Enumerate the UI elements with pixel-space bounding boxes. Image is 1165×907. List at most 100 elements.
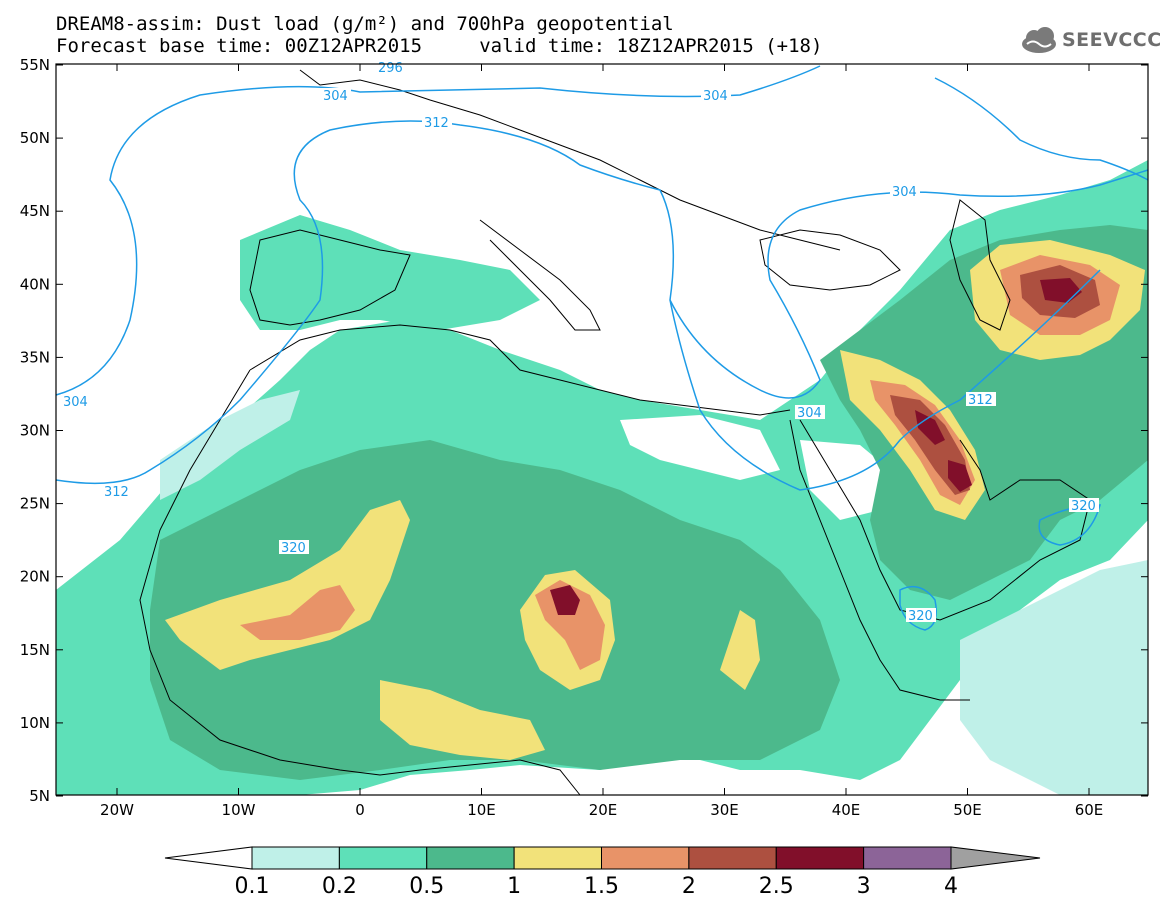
colorbar-tick-label: 4: [944, 874, 958, 899]
contour-304-ne: [934, 77, 1149, 181]
dust-region-west-sahel-yellow: [165, 500, 410, 670]
contour-312-west: [55, 120, 1101, 491]
coastlines: [139, 69, 1091, 796]
lat-label: 5N: [29, 787, 50, 805]
colorbar-tick-label: 2.5: [759, 874, 794, 899]
colorbar-segment: [338, 846, 428, 870]
dust-region-iraq-maroon: [915, 410, 945, 445]
lat-label: 25N: [20, 495, 50, 513]
contour-label-bg: [422, 115, 452, 129]
lat-label: 30N: [20, 422, 50, 440]
coast-arabia: [799, 419, 1091, 621]
coast-italy: [479, 219, 601, 331]
contour-label-296: 296: [378, 61, 403, 76]
contour-label-312: 312: [104, 485, 129, 500]
cloud-icon: [1022, 27, 1056, 53]
dust-region-central-asia-maroon: [1040, 278, 1082, 303]
lat-label: 40N: [20, 275, 50, 293]
dust-fields: [56, 160, 1148, 795]
contour-label-320: 320: [281, 541, 306, 556]
lon-label: 10E: [467, 801, 496, 819]
coast-red-sea: [789, 419, 970, 701]
logo-text: SEEVCCC: [1062, 29, 1162, 51]
contour-label-bg: [906, 608, 936, 622]
contour-label-bg: [321, 88, 351, 102]
colorbar-tick-label: 0.1: [235, 874, 270, 899]
colorbar-tick-label: 0.2: [322, 874, 357, 899]
lon-label: 10W: [222, 801, 256, 819]
colorbar-tick-label: 1.5: [584, 874, 619, 899]
contour-label-304: 304: [892, 185, 917, 200]
contour-label-bg: [61, 394, 91, 408]
dust-gap-east-africa: [960, 560, 1148, 795]
lat-label: 50N: [20, 129, 50, 147]
lon-label: 30E: [710, 801, 739, 819]
map-title: DREAM8-assim: Dust load (g/m²) and 700hP…: [56, 13, 674, 35]
colorbar-segment: [426, 846, 515, 870]
lat-label: 15N: [20, 641, 50, 659]
contour-label-bg: [701, 88, 731, 102]
contour-label-bg: [795, 405, 825, 419]
longitude-axis: 20W 10W 0 10E 20E 30E 40E 50E 60E: [100, 64, 1103, 819]
lon-label: 20W: [100, 801, 134, 819]
colorbar-tick-label: 3: [857, 874, 871, 899]
contour-label-312: 312: [424, 116, 449, 131]
colorbar: 0.1 0.2 0.5 1 1.5 2 2.5 3 4: [164, 846, 1041, 899]
lat-label: 35N: [20, 348, 50, 366]
lat-label: 10N: [20, 714, 50, 732]
coast-west-africa: [139, 369, 581, 796]
colorbar-segment: [775, 846, 865, 870]
contour-label-bg: [890, 184, 920, 198]
colorbar-segment: [601, 846, 690, 870]
latitude-axis: 55N 50N 45N 40N 35N 30N 25N 20N 15N 10N 5N: [20, 56, 1148, 805]
colorbar-segment: [863, 846, 952, 870]
contour-label-bg: [966, 392, 996, 406]
contour-label-bg: [102, 484, 132, 498]
lat-label: 45N: [20, 202, 50, 220]
coast-north-africa: [249, 324, 791, 416]
contour-label-bg: [376, 64, 404, 74]
dust-region-iberia: [240, 215, 540, 330]
lon-label: 50E: [953, 801, 982, 819]
coast-iberia: [249, 229, 411, 326]
lon-label: 20E: [589, 801, 618, 819]
coast-black-sea: [759, 229, 901, 291]
dust-region-sudan-yellow: [720, 610, 760, 690]
contour-label-304: 304: [63, 395, 88, 410]
contour-304-east: [669, 169, 1149, 399]
coast-europe: [299, 69, 841, 251]
contour-label-304: 304: [323, 89, 348, 104]
colorbar-segment: [688, 846, 777, 870]
contour-label-312: 312: [968, 393, 993, 408]
dust-region-chad-orange: [535, 580, 605, 670]
colorbar-segment: [251, 846, 340, 870]
contour-304-west: [55, 65, 821, 396]
colorbar-tick-label: 0.5: [409, 874, 444, 899]
dust-region-sahel-mid: [150, 440, 840, 780]
lon-label: 40E: [832, 801, 861, 819]
colorbar-min-arrow: [164, 846, 253, 870]
dust-gap-atlantic: [160, 390, 300, 500]
lon-label: 0: [355, 801, 365, 819]
map-frame: [55, 63, 1149, 796]
colorbar-tick-label: 2: [682, 874, 696, 899]
dust-region-mali-orange: [240, 585, 355, 640]
colorbar-segment: [513, 846, 602, 870]
contour-label-320: 320: [1071, 499, 1096, 514]
lat-label: 20N: [20, 568, 50, 586]
lon-label: 60E: [1075, 801, 1104, 819]
lat-label: 55N: [20, 56, 50, 74]
contour-label-320: 320: [908, 609, 933, 624]
dust-region-kuwait-maroon: [948, 460, 972, 492]
dust-region-niger-yellow: [380, 680, 545, 760]
contour-labels: 296 304 304 312 304 304 312 320 304 312 …: [61, 61, 1099, 624]
dust-gap-egypt: [620, 415, 780, 480]
map-subtitle-times: Forecast base time: 00Z12APR2015 valid t…: [56, 35, 823, 57]
colorbar-tick-label: 1: [507, 874, 521, 899]
colorbar-max-arrow: [950, 846, 1041, 870]
contour-label-bg: [1069, 498, 1099, 512]
dust-region-chad-maroon: [550, 585, 580, 615]
contour-label-304: 304: [703, 89, 728, 104]
dust-gap-arabia: [800, 440, 890, 520]
